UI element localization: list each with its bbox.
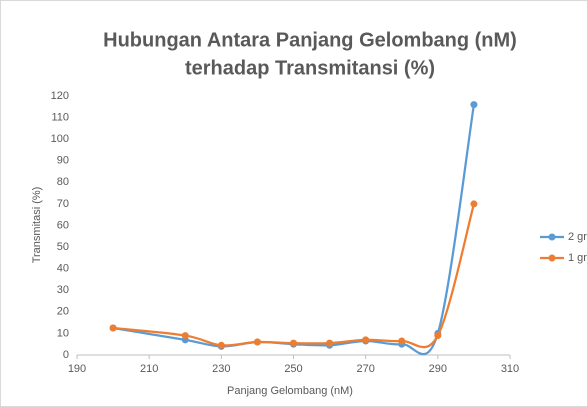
y-tick-label: 80 (57, 176, 69, 188)
y-tick-label: 20 (57, 306, 69, 318)
y-tick-label: 60 (57, 219, 69, 231)
y-axis-label: Transmitasi (%) (31, 187, 43, 264)
y-tick-label: 70 (57, 198, 69, 210)
data-point (326, 339, 334, 347)
x-tick-label: 250 (284, 363, 302, 375)
chart-title: Hubungan Antara Panjang Gelombang (nM) (103, 29, 517, 51)
data-point (109, 324, 117, 332)
y-tick-label: 10 (57, 327, 69, 339)
data-point (434, 332, 442, 340)
series-line (112, 203, 476, 349)
x-tick-label: 190 (68, 363, 86, 375)
data-point (398, 337, 406, 345)
data-point (362, 336, 370, 344)
data-point (290, 339, 297, 347)
legend-marker (548, 254, 556, 262)
x-tick-label: 210 (140, 363, 158, 375)
data-point (470, 101, 478, 109)
x-tick-label: 310 (501, 363, 519, 375)
y-tick-label: 110 (51, 111, 69, 123)
legend-marker (548, 233, 556, 241)
y-tick-label: 40 (57, 263, 69, 275)
legend-label: 2 gr (568, 231, 587, 243)
y-tick-label: 0 (63, 349, 69, 361)
data-point (253, 338, 261, 346)
y-tick-label: 30 (57, 284, 69, 296)
y-tick-label: 90 (57, 155, 69, 167)
x-tick-label: 270 (356, 363, 374, 375)
x-tick-label: 230 (212, 363, 230, 375)
chart-subtitle: terhadap Transmitansi (%) (185, 57, 435, 79)
data-point (181, 332, 189, 340)
y-tick-label: 50 (57, 241, 69, 253)
y-tick-label: 120 (51, 90, 69, 102)
y-tick-label: 100 (51, 133, 69, 145)
x-axis-label: Panjang Gelombang (nM) (227, 385, 353, 397)
series-line (112, 104, 476, 356)
x-tick-label: 290 (429, 363, 447, 375)
data-point (217, 341, 225, 349)
legend-label: 1 gr (568, 252, 587, 264)
data-point (470, 200, 478, 208)
